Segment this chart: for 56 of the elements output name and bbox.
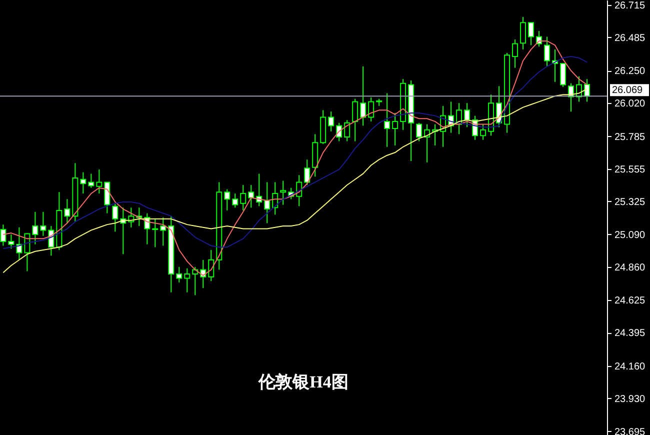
candlestick <box>360 66 366 126</box>
y-tick-label: 25.785 <box>614 132 646 143</box>
candlestick <box>240 184 246 211</box>
y-tick-label: 26.485 <box>614 32 646 44</box>
y-tick-label: 24.625 <box>614 296 646 307</box>
candlestick <box>512 39 518 68</box>
y-tick-label: 23.930 <box>614 394 646 405</box>
candlestick <box>16 226 22 260</box>
y-tick-label: 23.695 <box>614 426 646 435</box>
candlestick <box>184 268 190 293</box>
candlestick <box>528 22 534 46</box>
candlestick <box>464 102 470 128</box>
candlestick <box>304 159 310 186</box>
y-tick-label: 25.090 <box>614 230 646 241</box>
candlestick <box>224 188 230 211</box>
candlestick <box>64 198 70 224</box>
candlestick <box>280 180 286 206</box>
candlestick <box>0 224 6 246</box>
candlestick <box>232 192 238 208</box>
y-tick-label: 24.160 <box>614 361 646 372</box>
candlestick <box>96 168 102 194</box>
candlestick <box>264 182 270 224</box>
candlestick <box>248 184 254 208</box>
candlestick <box>416 122 422 142</box>
candlestick <box>104 182 110 214</box>
ref-line-label: 26.069 <box>612 85 644 96</box>
candlestick <box>88 173 94 188</box>
y-tick-label: 24.860 <box>614 262 646 274</box>
candlestick <box>8 234 14 250</box>
y-tick-label: 25.325 <box>614 196 646 208</box>
candlestick <box>544 36 550 67</box>
candlestick <box>80 172 86 194</box>
candlestick <box>480 124 486 140</box>
text: 伦敦银H4图 <box>258 372 348 392</box>
candlestick <box>160 217 166 246</box>
candlestick <box>24 232 30 272</box>
y-tick-label: 24.395 <box>614 328 646 340</box>
candlestick <box>152 218 158 248</box>
candlestick <box>328 111 334 132</box>
candlestick <box>352 98 358 142</box>
candlestick <box>32 211 38 245</box>
candlestick <box>208 249 214 282</box>
y-tick-label: 26.250 <box>614 66 646 78</box>
candlestick <box>384 92 390 148</box>
candlestick <box>40 211 46 236</box>
candlestick <box>344 120 350 142</box>
candlestick <box>560 63 566 88</box>
y-tick-label: 26.020 <box>614 98 646 110</box>
candlestick <box>368 96 374 122</box>
candlestick <box>520 16 526 50</box>
candlestick <box>392 112 398 146</box>
candlestick <box>176 266 182 283</box>
y-tick-label: 25.555 <box>614 164 646 176</box>
y-tick-label: 26.715 <box>614 0 646 12</box>
candlestick <box>112 202 118 232</box>
candlestick <box>336 122 342 142</box>
